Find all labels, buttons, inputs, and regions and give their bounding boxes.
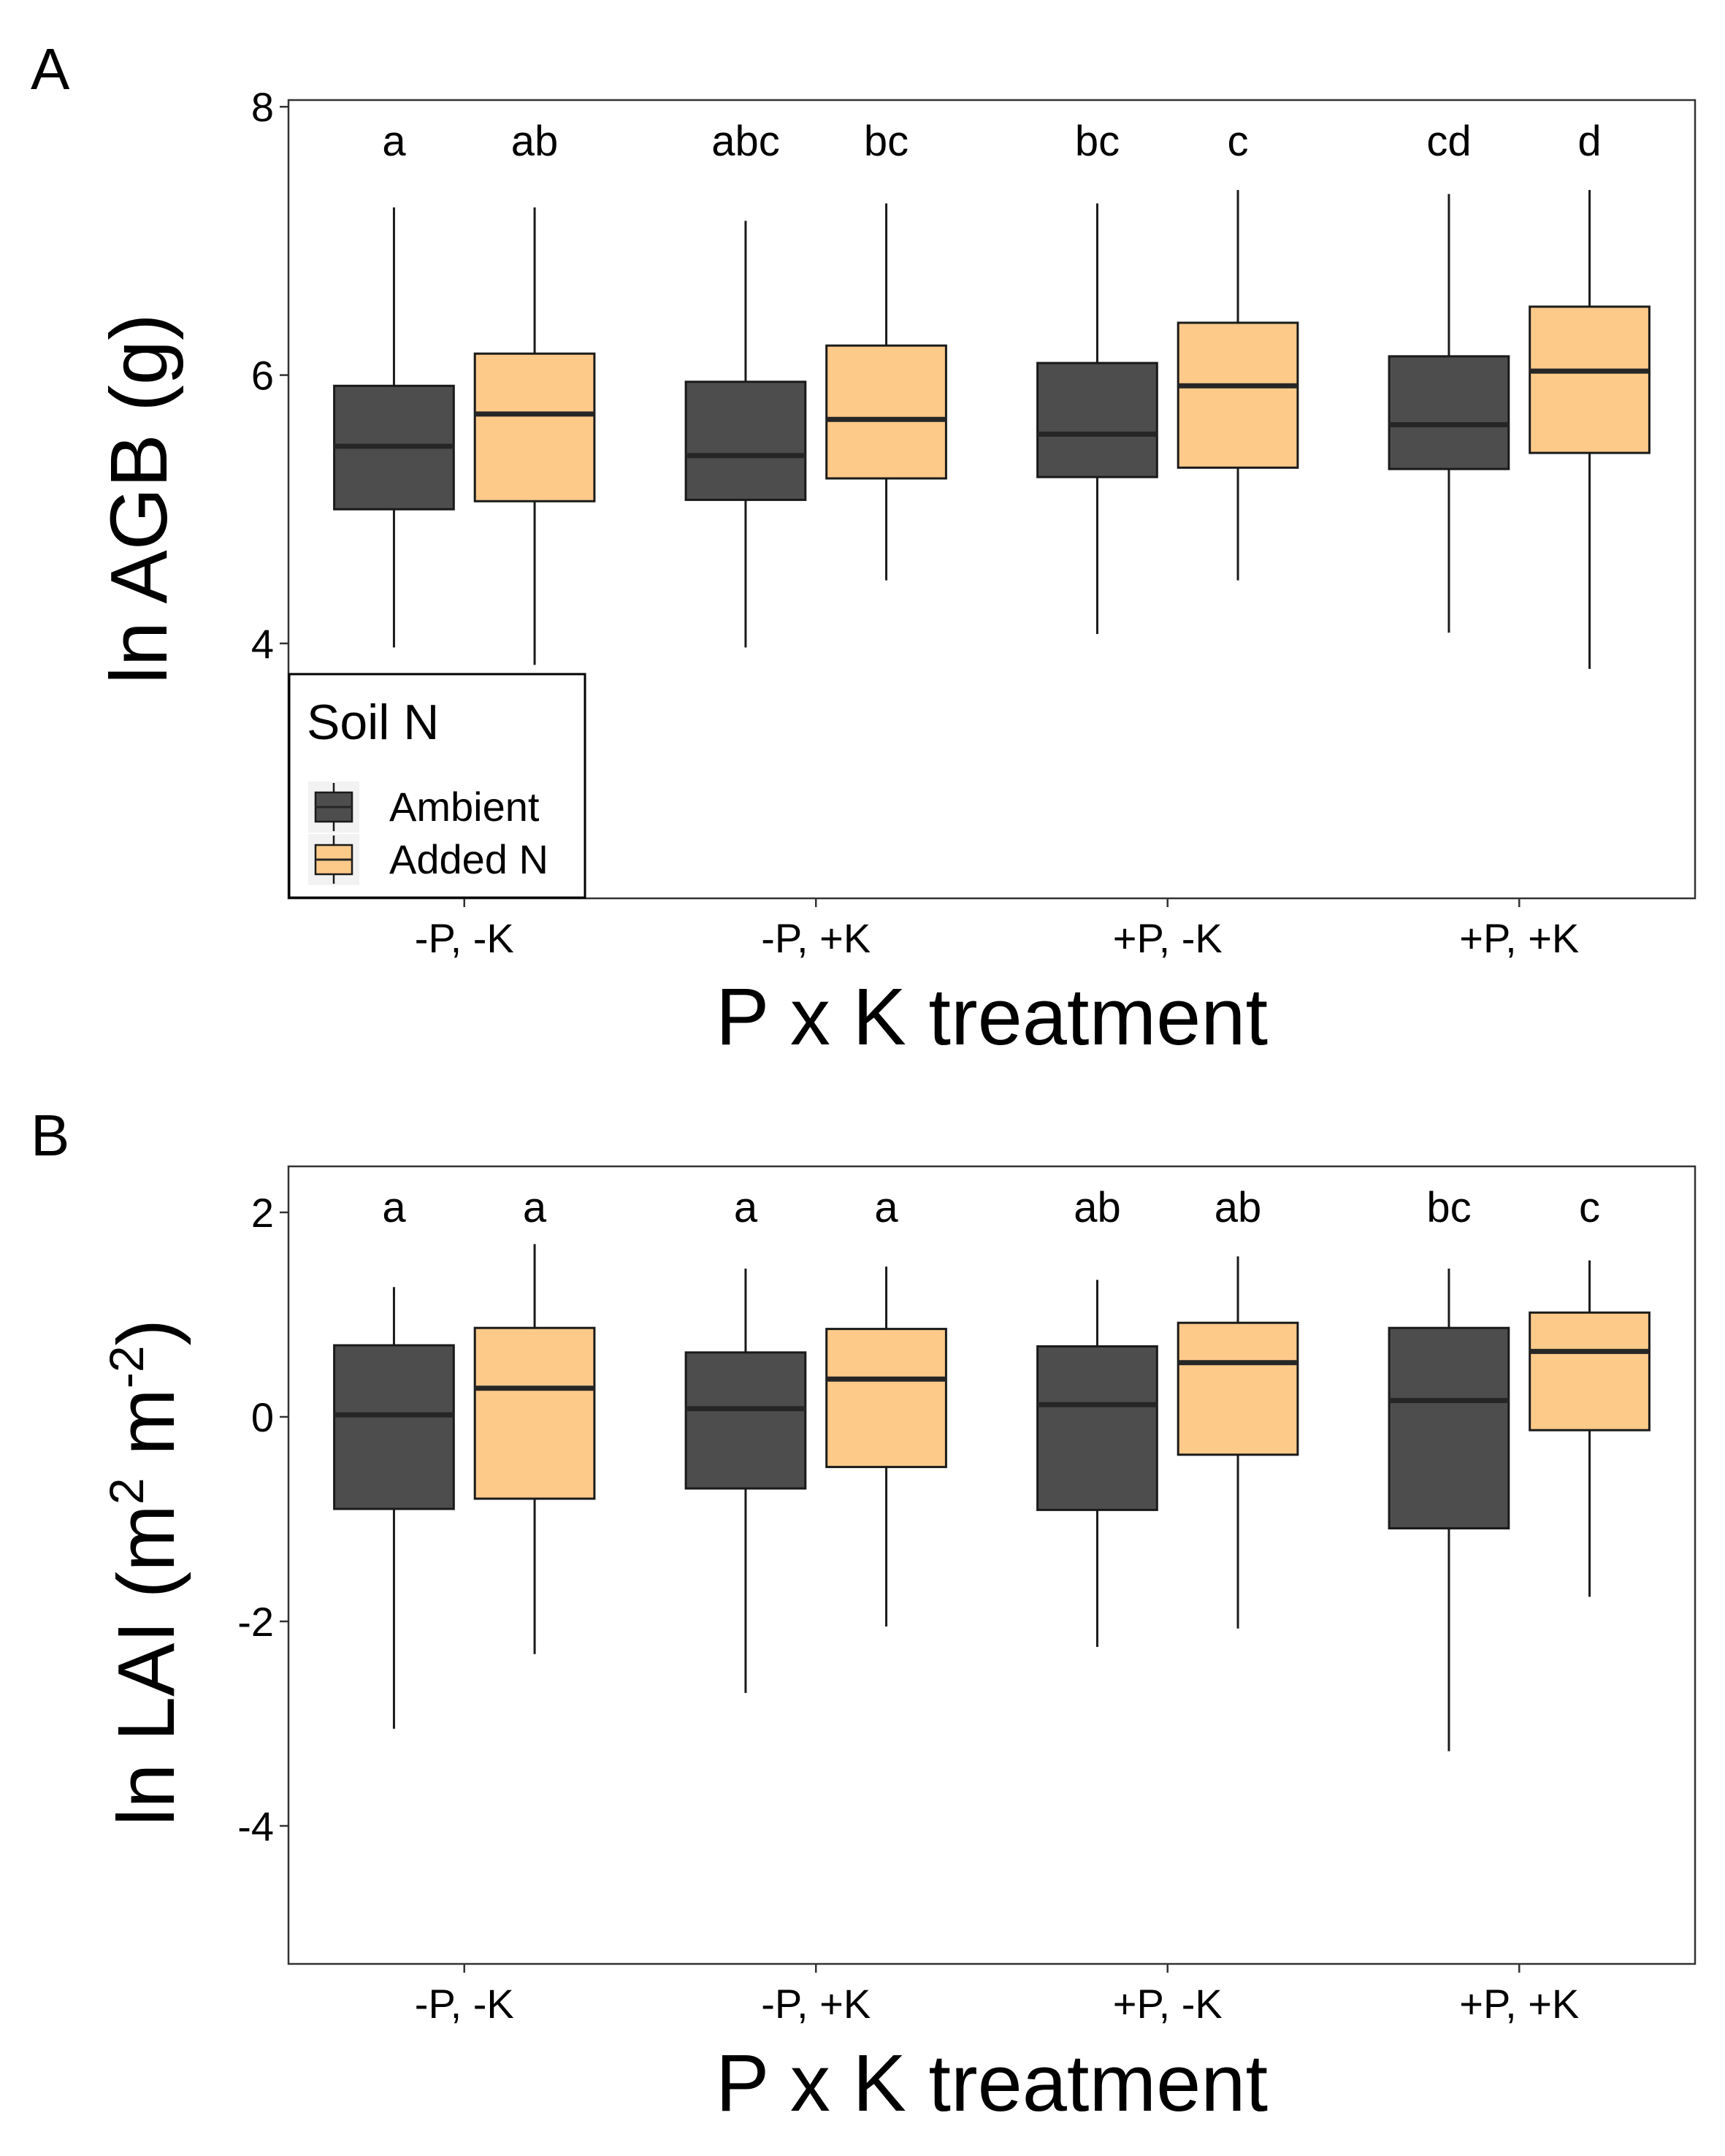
b-significance-letter: a xyxy=(734,1184,758,1231)
a-significance-letter: d xyxy=(1577,118,1601,165)
b-box-body xyxy=(333,1344,455,1510)
b-box-ambient xyxy=(1036,1280,1158,1647)
a-box-body xyxy=(684,381,807,501)
b-box-body xyxy=(684,1351,807,1490)
b-significance-letter: bc xyxy=(1426,1184,1471,1231)
b-box-ambient xyxy=(684,1269,807,1693)
legend-key-added-n xyxy=(308,834,359,885)
b-y-tick-label: -4 xyxy=(237,1803,274,1849)
y-axis-title-b: ln LAI (m2 m-2) xyxy=(99,1319,191,1826)
b-x-tick-label: +P, +K xyxy=(1459,1981,1579,2027)
b-box-body xyxy=(473,1326,596,1500)
b-box-ambient xyxy=(1388,1269,1510,1751)
a-significance-letter: cd xyxy=(1426,118,1471,165)
b-significance-letter: ab xyxy=(1074,1184,1121,1231)
b-y-tick-label: 2 xyxy=(251,1190,274,1236)
b-box-added-n xyxy=(1529,1260,1651,1597)
a-y-tick-label: 8 xyxy=(251,84,274,130)
a-significance-letter: abc xyxy=(711,118,780,165)
a-y-tick-label: 6 xyxy=(251,353,274,399)
a-box-added-n xyxy=(1529,190,1651,669)
a-box-ambient xyxy=(333,207,455,648)
b-box-body xyxy=(1388,1326,1510,1530)
plot-frame-a xyxy=(287,99,1697,900)
a-x-tick-label: -P, -K xyxy=(415,915,514,961)
b-y-tick-label: -2 xyxy=(237,1599,274,1645)
a-box-body xyxy=(1388,355,1510,470)
a-box-added-n xyxy=(473,207,596,665)
b-box-body xyxy=(1177,1321,1299,1456)
x-axis-title-b: P x K treatment xyxy=(716,2038,1268,2128)
y-axis-title-b-mid: m xyxy=(102,1388,191,1478)
a-x-tick-label: -P, +K xyxy=(761,915,871,961)
a-y-tick-label: 4 xyxy=(251,621,274,667)
a-significance-letter: bc xyxy=(1075,118,1120,165)
boxes-b: a a ab bc a a ab c xyxy=(333,1184,1651,1751)
b-box-body xyxy=(1036,1345,1158,1511)
b-x-tick-label: -P, -K xyxy=(415,1981,514,2027)
a-significance-letter: a xyxy=(382,118,406,165)
a-box-added-n xyxy=(825,203,947,581)
axis-ticks-a: 4 6 8 -P, -K -P, +K +P, -K +P, +K xyxy=(251,84,1579,961)
x-axis-title-a: P x K treatment xyxy=(716,972,1268,1062)
b-significance-letter: a xyxy=(874,1184,898,1231)
a-significance-letter: bc xyxy=(864,118,909,165)
b-significance-letter: a xyxy=(382,1184,406,1231)
a-box-ambient xyxy=(1036,203,1158,635)
a-box-body xyxy=(473,352,596,502)
y-axis-title-b-sup1: 2 xyxy=(99,1478,153,1505)
b-significance-letter: a xyxy=(523,1184,547,1231)
a-significance-letter: c xyxy=(1228,118,1249,165)
b-box-ambient xyxy=(333,1287,455,1729)
a-box-body xyxy=(1036,362,1158,478)
legend-title: Soil N xyxy=(307,695,439,750)
plot-frame-b xyxy=(287,1165,1697,1965)
a-x-tick-label: +P, -K xyxy=(1113,915,1223,961)
axis-ticks-b: -4 -2 0 2 -P, -K -P, +K +P, -K +P, +K xyxy=(237,1190,1579,2027)
panel-label-b: B xyxy=(31,1103,69,1168)
legend-label-ambient: Ambient xyxy=(389,784,540,830)
a-box-ambient xyxy=(1388,194,1510,633)
legend-key-ambient xyxy=(308,781,359,833)
b-significance-letter: ab xyxy=(1215,1184,1262,1231)
b-box-added-n xyxy=(473,1244,596,1654)
y-axis-title-b-end: ) xyxy=(102,1319,191,1346)
a-box-body xyxy=(825,344,947,480)
a-significance-letter: ab xyxy=(511,118,559,165)
y-axis-title-b-sup2: -2 xyxy=(99,1345,153,1388)
a-box-added-n xyxy=(1177,190,1299,581)
a-box-body xyxy=(1177,321,1299,469)
b-x-tick-label: +P, -K xyxy=(1113,1981,1223,2027)
b-box-added-n xyxy=(825,1266,947,1626)
y-axis-title-a: ln AGB (g) xyxy=(94,313,184,684)
panel-label-a: A xyxy=(31,37,70,102)
b-box-body xyxy=(825,1328,947,1469)
b-y-tick-label: 0 xyxy=(251,1394,274,1440)
y-axis-title-b-main: ln LAI (m xyxy=(102,1505,191,1826)
a-box-ambient xyxy=(684,221,807,648)
a-x-tick-label: +P, +K xyxy=(1459,915,1579,961)
panel-b: B a a ab bc a a ab c -4 -2 0 2 -P, -K -P, +K +P, -K +P… xyxy=(31,1103,1697,2128)
a-box-body xyxy=(1529,305,1651,454)
b-box-body xyxy=(1529,1311,1651,1431)
b-x-tick-label: -P, +K xyxy=(761,1981,871,2027)
b-significance-letter: c xyxy=(1579,1184,1600,1231)
legend: Soil N Ambient Added N xyxy=(288,673,586,899)
b-box-added-n xyxy=(1177,1256,1299,1629)
legend-label-added-n: Added N xyxy=(389,836,548,882)
